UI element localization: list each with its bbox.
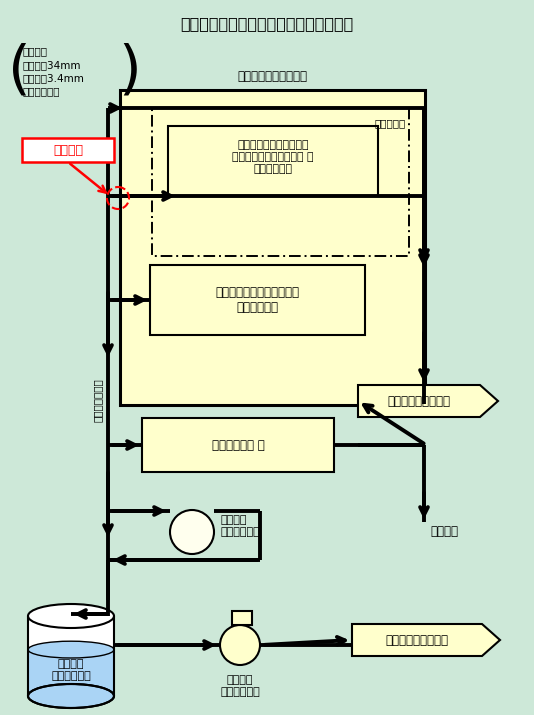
Text: 当該箇所: 当該箇所: [53, 144, 83, 157]
Text: 補助蒸気
ドレンモニタ: 補助蒸気 ドレンモニタ: [220, 516, 260, 537]
Bar: [142, 418, 334, 472]
Text: 補助蒸気ドレン: 補助蒸気ドレン: [93, 378, 103, 422]
Text: 肉厚：約3.4mm: 肉厚：約3.4mm: [22, 73, 84, 83]
Text: アスファルト固化装置: アスファルト固化装置: [238, 70, 308, 83]
Text: 廃液蒸発装置 等: 廃液蒸発装置 等: [211, 438, 264, 451]
Bar: [22, 138, 114, 162]
Ellipse shape: [28, 641, 114, 658]
Text: スチームコンバータ: スチームコンバータ: [386, 633, 449, 646]
Text: 伊方発電所２号機　補助蒸気系統概略図: 伊方発電所２号機 補助蒸気系統概略図: [180, 16, 354, 31]
Text: 材質：炭素鋼: 材質：炭素鋼: [22, 86, 59, 96]
Text: 管理区域外: 管理区域外: [375, 118, 406, 128]
Bar: [232, 611, 252, 625]
Bar: [28, 650, 114, 696]
Text: 補助蒸気
ドレンタンク: 補助蒸気 ドレンタンク: [51, 659, 91, 681]
Text: スチームコンバータ: スチームコンバータ: [388, 395, 451, 408]
Polygon shape: [352, 624, 500, 656]
Bar: [28, 616, 114, 696]
Bar: [120, 90, 425, 405]
Text: 外径：約34mm: 外径：約34mm: [22, 60, 81, 70]
Ellipse shape: [28, 604, 114, 628]
Bar: [152, 108, 409, 256]
Text: 配管仕様: 配管仕様: [22, 46, 47, 56]
Bar: [168, 126, 378, 196]
Circle shape: [170, 510, 214, 554]
Ellipse shape: [28, 684, 114, 708]
Text: (: (: [8, 42, 31, 99]
Text: 空調設備: 空調設備: [430, 525, 458, 538]
Text: ): ): [118, 42, 141, 99]
Bar: [150, 265, 365, 335]
Text: アスファルト固化装置本体
（屋内設備）: アスファルト固化装置本体 （屋内設備）: [216, 286, 300, 314]
Text: アスファルト貯蔵タンク
アスファルト供給タンク 等
（屋外設備）: アスファルト貯蔵タンク アスファルト供給タンク 等 （屋外設備）: [232, 140, 314, 174]
Polygon shape: [358, 385, 498, 417]
Text: 補助蒸気
ドレンポンプ: 補助蒸気 ドレンポンプ: [220, 675, 260, 696]
Circle shape: [220, 625, 260, 665]
